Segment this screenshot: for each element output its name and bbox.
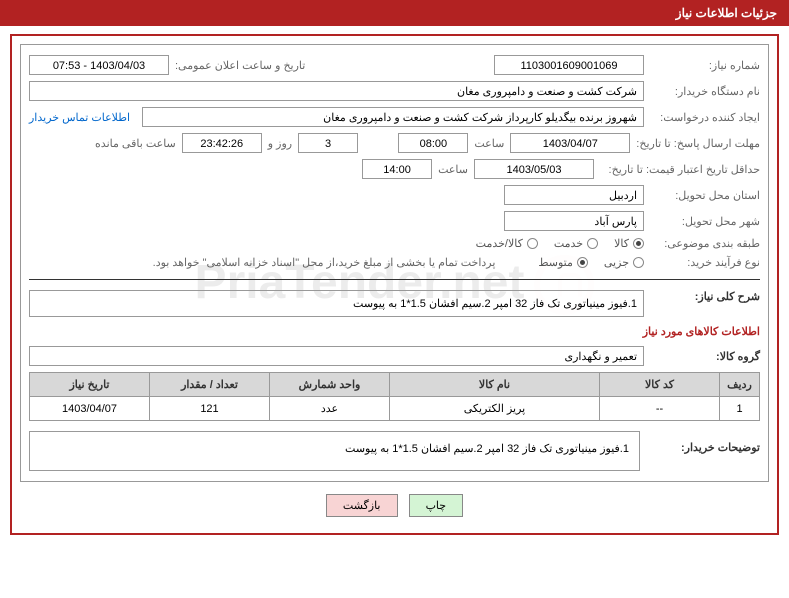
process-label: نوع فرآیند خرید: (650, 256, 760, 269)
cell-qty: 121 (150, 397, 270, 421)
response-deadline-label: مهلت ارسال پاسخ: تا تاریخ: (636, 137, 760, 150)
days-value: 3 (298, 133, 358, 153)
need-number-label: شماره نیاز: (650, 59, 760, 72)
goods-section-title: اطلاعات کالاهای مورد نیاز (29, 325, 760, 338)
th-name: نام کالا (390, 373, 600, 397)
cell-unit: عدد (270, 397, 390, 421)
cell-date: 1403/04/07 (30, 397, 150, 421)
goods-group-value: تعمیر و نگهداری (29, 346, 644, 366)
row-process: نوع فرآیند خرید: جزیی متوسط پرداخت تمام … (29, 256, 760, 269)
general-desc-label: شرح کلی نیاز: (650, 290, 760, 303)
row-requester: ایجاد کننده درخواست: شهروز برنده بیگدیلو… (29, 107, 760, 127)
remaining-label: ساعت باقی مانده (95, 137, 176, 150)
need-number-value: 1103001609001069 (494, 55, 644, 75)
response-date-value: 1403/04/07 (510, 133, 630, 153)
time-label-2: ساعت (438, 163, 468, 176)
radio-dot-icon (527, 238, 538, 249)
requester-label: ایجاد کننده درخواست: (650, 111, 760, 124)
button-row: چاپ بازگشت (20, 494, 769, 517)
requester-value: شهروز برنده بیگدیلو کارپرداز شرکت کشت و … (142, 107, 644, 127)
category-radio-group: کالا خدمت کالا/خدمت (476, 237, 644, 250)
contact-buyer-link[interactable]: اطلاعات تماس خریدار (29, 111, 136, 124)
th-qty: تعداد / مقدار (150, 373, 270, 397)
row-general-desc: شرح کلی نیاز: 1.فیوز مینیاتوری تک فاز 32… (29, 290, 760, 317)
row-category: طبقه بندی موضوعی: کالا خدمت کالا/خدمت (29, 237, 760, 250)
validity-date-value: 1403/05/03 (474, 159, 594, 179)
radio-dot-icon (633, 257, 644, 268)
page-title: جزئیات اطلاعات نیاز (676, 6, 777, 20)
th-date: تاریخ نیاز (30, 373, 150, 397)
general-desc-value: 1.فیوز مینیاتوری تک فاز 32 امپر 2.سیم اف… (29, 290, 644, 317)
validity-label: حداقل تاریخ اعتبار قیمت: تا تاریخ: (600, 163, 760, 176)
payment-note: پرداخت تمام یا بخشی از مبلغ خرید،از محل … (153, 256, 496, 269)
goods-table: ردیف کد کالا نام کالا واحد شمارش تعداد /… (29, 372, 760, 421)
row-goods-group: گروه کالا: تعمیر و نگهداری (29, 346, 760, 366)
print-button[interactable]: چاپ (409, 494, 464, 517)
time-label-1: ساعت (474, 137, 504, 150)
section-divider (29, 279, 760, 280)
buyer-org-label: نام دستگاه خریدار: (650, 85, 760, 98)
radio-dot-icon (587, 238, 598, 249)
province-value: اردبیل (504, 185, 644, 205)
page-header: جزئیات اطلاعات نیاز (0, 0, 789, 26)
city-label: شهر محل تحویل: (650, 215, 760, 228)
cell-name: پریز الکتریکی (390, 397, 600, 421)
buyer-notes-label: توضیحات خریدار: (650, 431, 760, 454)
radio-kala[interactable]: کالا (614, 237, 644, 250)
radio-dot-icon (577, 257, 588, 268)
th-code: کد کالا (600, 373, 720, 397)
province-label: استان محل تحویل: (650, 189, 760, 202)
buyer-notes-value: 1.فیوز مینیاتوری تک فاز 32 امپر 2.سیم اف… (29, 431, 640, 471)
row-need-number: شماره نیاز: 1103001609001069 تاریخ و ساع… (29, 55, 760, 75)
row-city: شهر محل تحویل: پارس آباد (29, 211, 760, 231)
cell-row: 1 (720, 397, 760, 421)
category-label: طبقه بندی موضوعی: (650, 237, 760, 250)
radio-dot-icon (633, 238, 644, 249)
row-response-deadline: مهلت ارسال پاسخ: تا تاریخ: 1403/04/07 سا… (29, 133, 760, 153)
th-row: ردیف (720, 373, 760, 397)
days-and-label: روز و (268, 137, 292, 150)
buyer-notes-section: توضیحات خریدار: 1.فیوز مینیاتوری تک فاز … (29, 431, 760, 471)
announce-label: تاریخ و ساعت اعلان عمومی: (175, 59, 305, 72)
outer-frame: PriaTender.net شماره نیاز: 1103001609001… (10, 34, 779, 535)
details-panel: شماره نیاز: 1103001609001069 تاریخ و ساع… (20, 44, 769, 482)
table-row: 1 -- پریز الکتریکی عدد 121 1403/04/07 (30, 397, 760, 421)
row-province: استان محل تحویل: اردبیل (29, 185, 760, 205)
goods-group-label: گروه کالا: (650, 350, 760, 363)
th-unit: واحد شمارش (270, 373, 390, 397)
buyer-org-value: شرکت کشت و صنعت و دامپروری مغان (29, 81, 644, 101)
radio-motavaset[interactable]: متوسط (538, 256, 588, 269)
validity-time-value: 14:00 (362, 159, 432, 179)
row-validity: حداقل تاریخ اعتبار قیمت: تا تاریخ: 1403/… (29, 159, 760, 179)
countdown-value: 23:42:26 (182, 133, 262, 153)
process-radio-group: جزیی متوسط (538, 256, 644, 269)
radio-kala-khedmat[interactable]: کالا/خدمت (476, 237, 538, 250)
cell-code: -- (600, 397, 720, 421)
announce-value: 1403/04/03 - 07:53 (29, 55, 169, 75)
row-buyer-org: نام دستگاه خریدار: شرکت کشت و صنعت و دام… (29, 81, 760, 101)
city-value: پارس آباد (504, 211, 644, 231)
response-time-value: 08:00 (398, 133, 468, 153)
table-header-row: ردیف کد کالا نام کالا واحد شمارش تعداد /… (30, 373, 760, 397)
radio-jozei[interactable]: جزیی (604, 256, 644, 269)
radio-khedmat[interactable]: خدمت (554, 237, 598, 250)
back-button[interactable]: بازگشت (326, 494, 398, 517)
